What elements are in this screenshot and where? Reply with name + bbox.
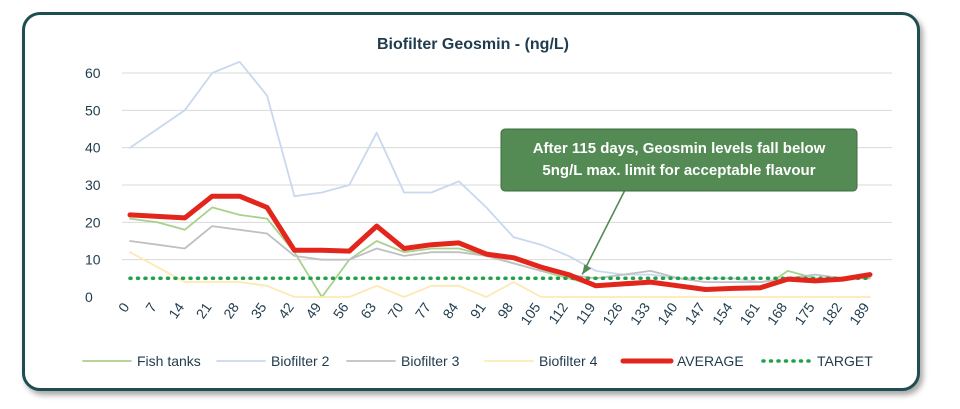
x-tick-label: 154: [709, 299, 736, 327]
legend-label: AVERAGE: [677, 353, 744, 369]
x-tick-label: 14: [165, 299, 187, 321]
annotation-callout: After 115 days, Geosmin levels fall belo…: [500, 128, 858, 275]
x-tick-label: 140: [654, 299, 681, 327]
geosmin-chart: Biofilter Geosmin - (ng/L) 0 10 20 30 40 50 60…: [82, 36, 892, 369]
callout-text-line: 5ng/L max. limit for acceptable flavour: [542, 162, 815, 179]
legend: Fish tanks Biofilter 2 Biofilter 3 Biofilte…: [82, 353, 873, 369]
x-tick-label: 7: [142, 299, 160, 315]
callout-arrow-head: [582, 264, 592, 275]
x-tick-label: 182: [819, 299, 846, 327]
y-tick-label: 30: [85, 177, 101, 193]
y-axis-ticks: 0 10 20 30 40 50 60: [85, 65, 101, 305]
x-tick-label: 70: [384, 299, 406, 321]
x-tick-label: 35: [247, 299, 269, 321]
x-tick-label: 0: [115, 299, 133, 315]
x-tick-label: 112: [545, 299, 571, 327]
series-line-biofilter-4: [129, 251, 871, 298]
legend-label: Biofilter 4: [539, 353, 598, 369]
x-tick-label: 168: [764, 299, 791, 327]
x-tick-label: 105: [517, 299, 544, 327]
x-tick-label: 119: [572, 299, 598, 327]
callout-box: [500, 128, 858, 192]
x-tick-label: 63: [357, 299, 379, 321]
x-tick-label: 147: [682, 299, 709, 327]
y-tick-label: 60: [85, 65, 101, 81]
x-tick-label: 91: [467, 299, 489, 321]
y-tick-label: 10: [85, 252, 101, 268]
x-tick-label: 84: [439, 299, 461, 321]
x-tick-label: 133: [627, 299, 654, 327]
y-tick-label: 40: [85, 140, 101, 156]
chart-card: Biofilter Geosmin - (ng/L) 0 10 20 30 40 50 60…: [22, 12, 920, 391]
x-tick-label: 42: [275, 299, 297, 321]
x-tick-label: 175: [791, 299, 818, 327]
series-line-biofilter-3: [129, 225, 871, 284]
x-tick-label: 21: [193, 299, 215, 321]
x-tick-label: 161: [736, 299, 763, 327]
legend-label: Biofilter 3: [401, 353, 460, 369]
callout-arrow-line: [581, 189, 626, 275]
series-line-biofilter-2: [129, 60, 871, 284]
series-lines: [127, 60, 873, 298]
x-tick-label: 126: [599, 299, 626, 327]
x-tick-label: 77: [412, 299, 434, 321]
y-tick-label: 0: [85, 289, 93, 305]
x-tick-label: 49: [302, 299, 324, 321]
y-tick-label: 50: [85, 102, 101, 118]
legend-label: Biofilter 2: [271, 353, 330, 369]
series-line-average: [127, 193, 873, 292]
x-tick-label: 189: [846, 299, 873, 327]
x-tick-label: 98: [494, 299, 516, 321]
x-tick-label: 28: [220, 299, 242, 321]
x-tick-label: 56: [330, 299, 352, 321]
callout-text-line: After 115 days, Geosmin levels fall belo…: [533, 140, 826, 157]
legend-label: TARGET: [817, 353, 873, 369]
legend-label: Fish tanks: [137, 353, 201, 369]
series-line-fish-tanks: [129, 206, 871, 298]
x-axis-ticks: 0 7 14 21 28 35 42 49 56 63 70 77 84 91 98 105 112 119 126…: [115, 299, 873, 327]
chart-title: Biofilter Geosmin - (ng/L): [377, 36, 569, 53]
y-tick-label: 20: [85, 214, 101, 230]
